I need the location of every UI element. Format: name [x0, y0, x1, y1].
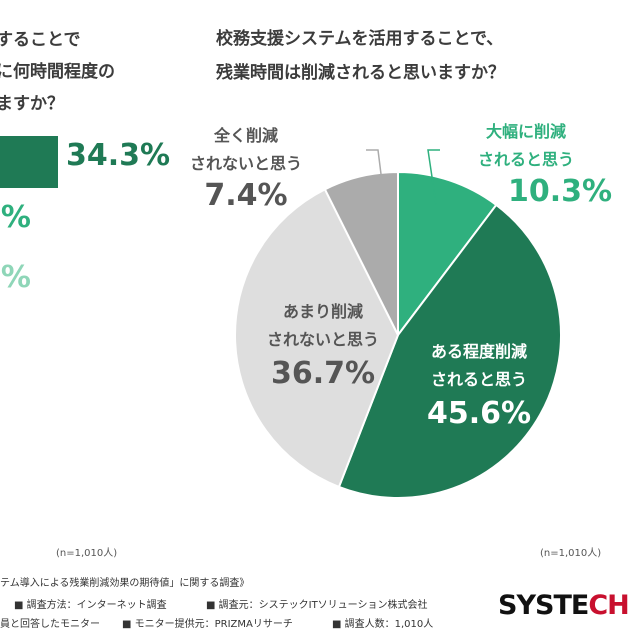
- left-value-3: 7%: [0, 260, 31, 295]
- survey-source: ■ 調査元：システックITソリューション株式会社: [206, 600, 428, 611]
- left-title-line: に何時間程度の: [0, 62, 115, 82]
- pie-slice-2: [234, 187, 400, 489]
- slice-label-line: されると思う: [430, 370, 527, 389]
- slice-value-3: 7.4%: [204, 178, 288, 213]
- right-title-line: 残業時間は削減されると思いますか？: [216, 63, 505, 83]
- slice-label-line: あまり削減: [282, 302, 363, 321]
- leader-line-0: [427, 149, 440, 205]
- left-title-line: することで: [0, 30, 81, 50]
- slice-label-line: 大幅に削減: [485, 122, 566, 141]
- left-title-line: ますか？: [0, 94, 64, 114]
- slice-label-1: ある程度削減 されると思う: [404, 338, 554, 394]
- logo-text-a: SYSTE: [498, 590, 589, 621]
- pie-slice-0: [397, 170, 498, 338]
- right-chart-title: 校務支援システムを活用することで、 残業時間は削減されると思いますか？: [216, 22, 505, 90]
- slice-label-0: 大幅に削減 されると思う: [466, 118, 586, 174]
- survey-method: ■ 調査方法：インターネット調査: [14, 600, 167, 611]
- left-value-2: 0%: [0, 200, 31, 235]
- slice-label-line: されないと思う: [189, 154, 302, 173]
- left-chart-title: することで に何時間程度の ますか？: [0, 24, 180, 120]
- survey-provider: ■ モニター提供元：PRIZMAリサーチ: [122, 619, 293, 630]
- right-n-note: (n=1,010人): [540, 548, 602, 559]
- slice-label-2: あまり削減 されないと思う: [248, 298, 398, 354]
- pie-slice-1: [337, 203, 562, 499]
- survey-target: 員と回答したモニター: [0, 619, 100, 630]
- systech-logo: SYSTECH: [498, 590, 630, 621]
- survey-count: ■ 調査人数：1,010人: [332, 619, 434, 630]
- slice-value-0: 10.3%: [507, 174, 613, 209]
- right-title-line: 校務支援システムを活用することで、: [216, 29, 504, 49]
- survey-title: テム導入による残業削減効果の期待値」に関する調査》: [0, 578, 250, 589]
- slice-label-line: されると思う: [477, 150, 574, 169]
- slice-value-2: 36.7%: [270, 356, 376, 391]
- slice-value-1: 45.6%: [426, 396, 532, 431]
- slice-label-line: 全く削減: [213, 126, 278, 145]
- pie-slice-3: [323, 170, 399, 336]
- slice-label-line: されないと思う: [266, 330, 379, 349]
- left-n-note: (n=1,010人): [56, 548, 118, 559]
- logo-text-b: CH: [588, 590, 629, 621]
- slice-label-3: 全く削減 されないと思う: [176, 122, 316, 178]
- left-bar: [0, 136, 58, 188]
- slice-label-line: ある程度削減: [430, 342, 527, 361]
- left-value-1: 34.3%: [66, 138, 171, 173]
- leader-line-3: [366, 149, 383, 183]
